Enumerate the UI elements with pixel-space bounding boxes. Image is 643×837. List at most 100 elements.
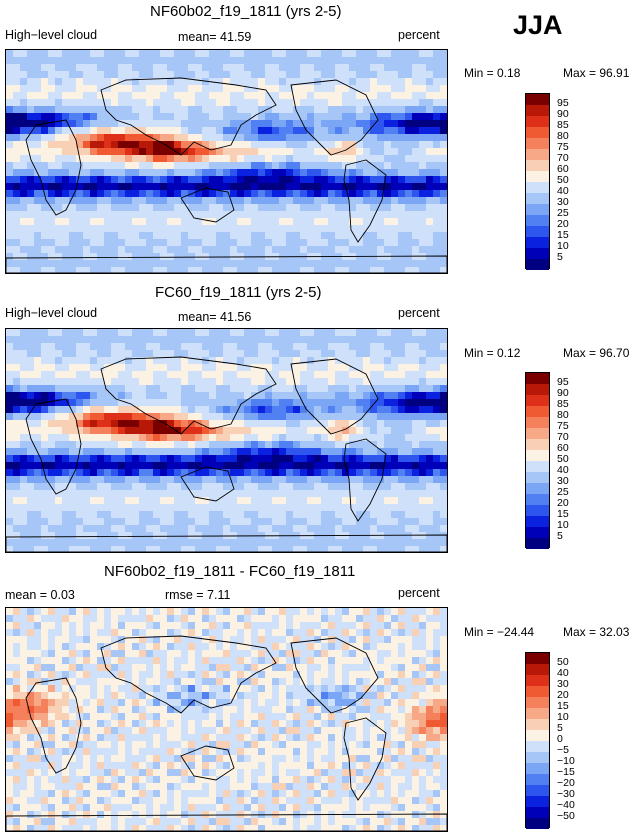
field-cell	[139, 78, 147, 86]
field-cell	[363, 78, 371, 86]
field-cell	[13, 106, 21, 114]
field-cell	[370, 657, 378, 665]
field-cell	[76, 615, 84, 623]
field-cell	[132, 434, 140, 442]
field-cell	[76, 476, 84, 484]
field-cell	[34, 260, 42, 268]
field-cell	[251, 169, 259, 177]
field-cell	[167, 204, 175, 212]
field-cell	[104, 385, 112, 393]
field-cell	[83, 120, 91, 128]
field-cell	[90, 420, 98, 428]
field-cell	[174, 106, 182, 114]
field-cell	[146, 546, 154, 552]
field-cell	[307, 671, 315, 679]
field-cell	[83, 629, 91, 637]
field-cell	[48, 71, 56, 79]
field-cell	[314, 106, 322, 114]
field-cell	[6, 267, 14, 273]
field-cell	[48, 211, 56, 219]
field-cell	[139, 483, 147, 491]
field-cell	[48, 197, 56, 205]
field-cell	[237, 629, 245, 637]
field-cell	[265, 497, 273, 505]
field-cell	[111, 434, 119, 442]
field-cell	[167, 127, 175, 135]
field-cell	[209, 385, 217, 393]
field-cell	[132, 490, 140, 498]
field-cell	[356, 657, 364, 665]
field-cell	[342, 106, 350, 114]
field-cell	[265, 190, 273, 198]
field-cell	[41, 204, 49, 212]
field-cell	[90, 678, 98, 686]
field-cell	[104, 113, 112, 121]
field-cell	[391, 329, 399, 337]
field-cell	[426, 385, 434, 393]
field-cell	[412, 643, 420, 651]
field-cell	[111, 64, 119, 72]
field-cell	[307, 455, 315, 463]
field-cell	[41, 476, 49, 484]
field-cell	[279, 615, 287, 623]
field-cell	[321, 190, 329, 198]
field-cell	[335, 329, 343, 337]
field-cell	[111, 399, 119, 407]
field-cell	[48, 120, 56, 128]
field-cell	[314, 643, 322, 651]
field-cell	[314, 671, 322, 679]
field-cell	[118, 246, 126, 254]
field-cell	[412, 392, 420, 400]
field-cell	[181, 169, 189, 177]
field-cell	[202, 50, 210, 58]
field-cell	[174, 427, 182, 435]
field-cell	[272, 99, 280, 107]
field-cell	[97, 608, 105, 616]
field-cell	[356, 385, 364, 393]
field-cell	[300, 413, 308, 421]
field-cell	[83, 664, 91, 672]
field-cell	[167, 260, 175, 268]
field-cell	[55, 643, 63, 651]
field-cell	[321, 378, 329, 386]
field-cell	[391, 218, 399, 226]
field-cell	[440, 392, 447, 400]
field-cell	[216, 504, 224, 512]
field-cell	[48, 441, 56, 449]
field-cell	[181, 476, 189, 484]
field-cell	[146, 211, 154, 219]
field-cell	[349, 664, 357, 672]
field-cell	[202, 608, 210, 616]
field-cell	[167, 120, 175, 128]
field-cell	[97, 399, 105, 407]
field-cell	[342, 204, 350, 212]
field-cell	[391, 169, 399, 177]
field-cell	[405, 357, 413, 365]
field-cell	[153, 629, 161, 637]
field-cell	[342, 406, 350, 414]
field-cell	[237, 343, 245, 351]
field-cell	[321, 99, 329, 107]
field-cell	[370, 343, 378, 351]
field-cell	[132, 636, 140, 644]
field-cell	[174, 127, 182, 135]
field-cell	[356, 78, 364, 86]
field-cell	[20, 448, 28, 456]
field-cell	[13, 490, 21, 498]
field-cell	[230, 92, 238, 100]
field-cell	[90, 504, 98, 512]
field-cell	[132, 343, 140, 351]
field-cell	[90, 64, 98, 72]
field-cell	[125, 211, 133, 219]
field-cell	[104, 260, 112, 268]
field-cell	[412, 92, 420, 100]
field-cell	[377, 539, 385, 547]
field-cell	[419, 113, 427, 121]
field-cell	[314, 155, 322, 163]
field-cell	[90, 643, 98, 651]
field-cell	[6, 260, 14, 268]
field-cell	[272, 336, 280, 344]
field-cell	[48, 420, 56, 428]
field-cell	[363, 343, 371, 351]
field-cell	[286, 455, 294, 463]
